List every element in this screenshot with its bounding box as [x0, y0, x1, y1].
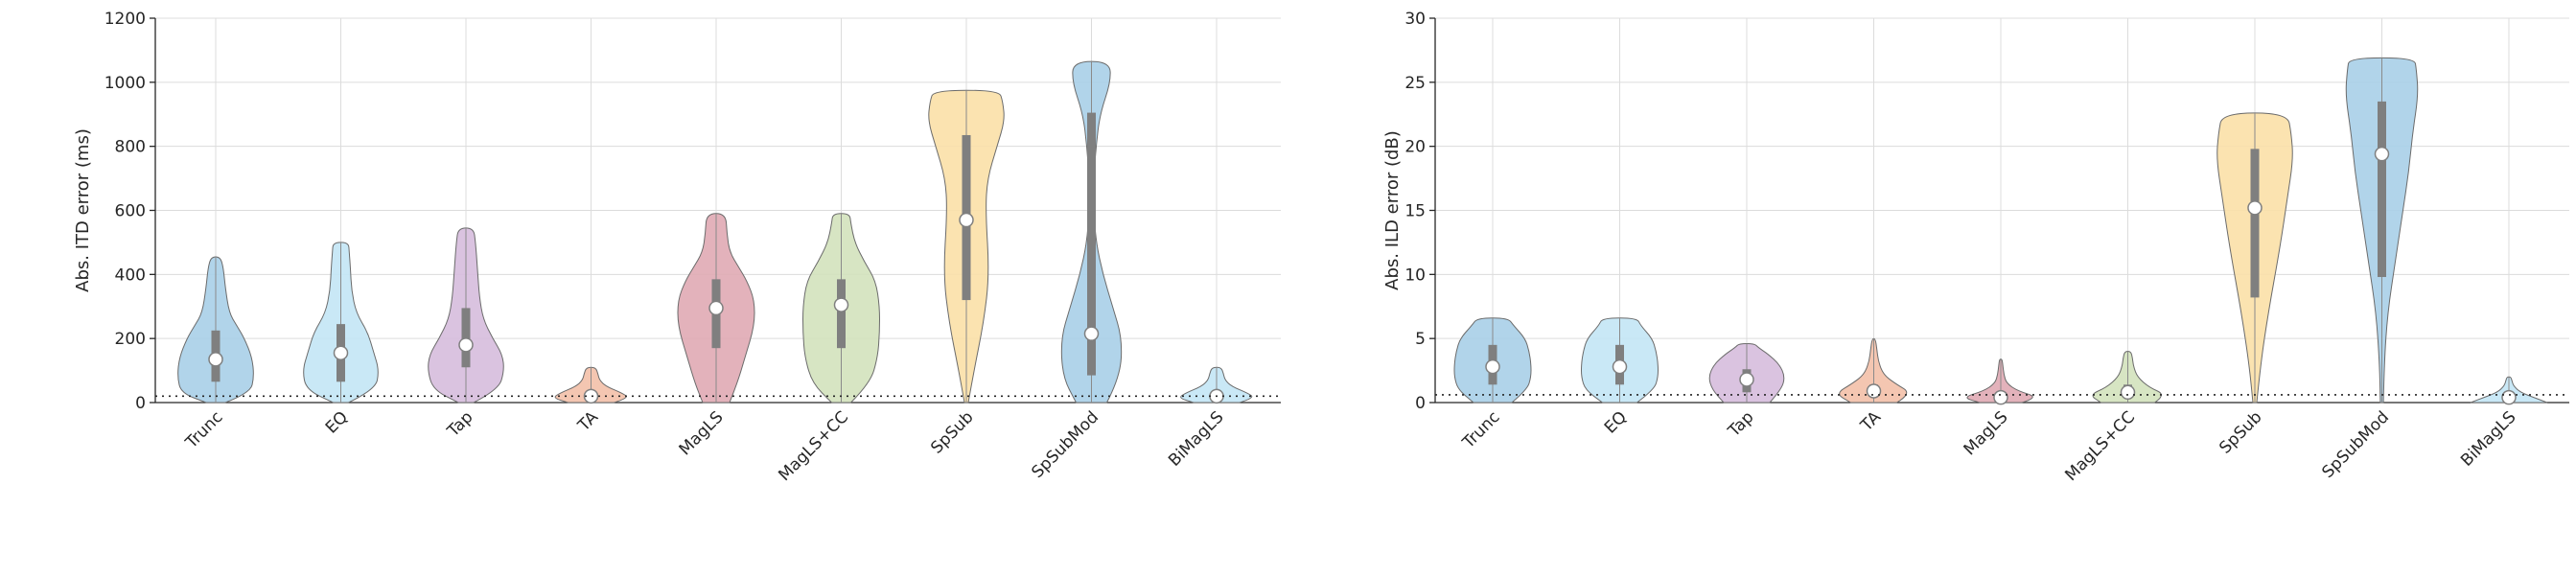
ild-xtick-label-eq: EQ — [1601, 407, 1631, 437]
itd-xtick-label-tap: Tap — [443, 407, 476, 441]
ild-ytick-label-2: 10 — [1404, 265, 1426, 285]
ild-xtick-label-spsub: SpSub — [2216, 407, 2265, 457]
ild-median-spsubmod — [2374, 146, 2390, 162]
itd-xtick-label-trunc: Trunc — [181, 407, 226, 452]
itd-ytick-label-4: 800 — [115, 138, 146, 157]
itd-xtick-label-ta: TA — [574, 407, 603, 436]
ild-y-axis-label: Abs. ILD error (dB) — [1382, 130, 1403, 290]
itd-y-axis-label: Abs. ITD error (ms) — [73, 128, 93, 292]
ild-xtick-label-spsubmod: SpSubMod — [2318, 407, 2393, 482]
ild-violin-magls-plus-cc — [2092, 350, 2162, 404]
ild-xtick-label-trunc: Trunc — [1458, 407, 1503, 452]
itd-iqr-box-spsubmod — [1087, 112, 1096, 376]
itd-ytick-label-5: 1000 — [104, 74, 146, 93]
ild-median-spsub — [2247, 200, 2263, 216]
ild-xtick-label-magls-plus-cc: MagLS+CC — [2061, 407, 2139, 485]
itd-iqr-box-magls-plus-cc — [837, 279, 846, 349]
ild-xtick-label-bimagls: BiMagLS — [2457, 407, 2519, 470]
ild-median-bimagls — [2501, 389, 2517, 405]
ild-xtick-label-magls: MagLS — [1961, 407, 2012, 459]
itd-median-tap — [458, 337, 474, 353]
ild-error-panel: 0 5 10 15 20 25 30 Abs. ILD error (dB) Trunc EQ Ta… — [1382, 10, 2569, 485]
ild-ytick-label-6: 30 — [1404, 10, 1426, 29]
itd-median-spsubmod — [1083, 326, 1100, 341]
itd-median-spsub — [959, 212, 974, 228]
itd-ytick-label-1: 200 — [115, 330, 146, 349]
itd-xtick-label-spsub: SpSub — [927, 407, 977, 457]
itd-ytick-label-0: 0 — [135, 394, 146, 413]
ild-median-tap — [1739, 372, 1754, 387]
itd-xtick-label-spsubmod: SpSubMod — [1028, 407, 1102, 482]
itd-xtick-label-bimagls: BiMagLS — [1165, 407, 1227, 470]
itd-xtick-label-magls: MagLS — [676, 407, 728, 459]
ild-ytick-label-0: 0 — [1415, 394, 1426, 413]
itd-median-trunc — [208, 352, 223, 367]
ild-iqr-box-spsubmod — [2378, 101, 2386, 278]
ild-median-magls — [1993, 389, 2008, 405]
itd-ytick-label-3: 600 — [115, 202, 146, 221]
ild-ytick-label-4: 20 — [1404, 138, 1426, 157]
ild-median-eq — [1612, 358, 1628, 375]
itd-ytick-label-2: 400 — [115, 265, 146, 285]
ild-median-magls-plus-cc — [2120, 384, 2136, 401]
itd-xtick-label-magls-plus-cc: MagLS+CC — [775, 407, 852, 485]
itd-xtick-label-eq: EQ — [322, 407, 352, 437]
ild-ytick-label-1: 5 — [1415, 330, 1426, 349]
ild-xtick-label-ta: TA — [1857, 407, 1886, 436]
ild-ytick-label-3: 15 — [1404, 202, 1426, 221]
ild-xtick-label-tap: Tap — [1724, 407, 1757, 441]
itd-ytick-label-6: 1200 — [104, 10, 146, 29]
itd-median-ta — [583, 388, 599, 404]
ild-iqr-box-spsub — [2250, 149, 2260, 298]
itd-median-magls-plus-cc — [833, 297, 849, 312]
itd-median-eq — [333, 345, 349, 360]
ild-ytick-label-5: 25 — [1404, 74, 1426, 93]
itd-error-panel: 0 200 400 600 800 1000 1200 Abs. ITD error (ms)… — [73, 10, 1281, 485]
itd-median-magls — [708, 300, 724, 316]
ild-median-trunc — [1485, 358, 1500, 375]
ild-median-ta — [1866, 383, 1882, 399]
